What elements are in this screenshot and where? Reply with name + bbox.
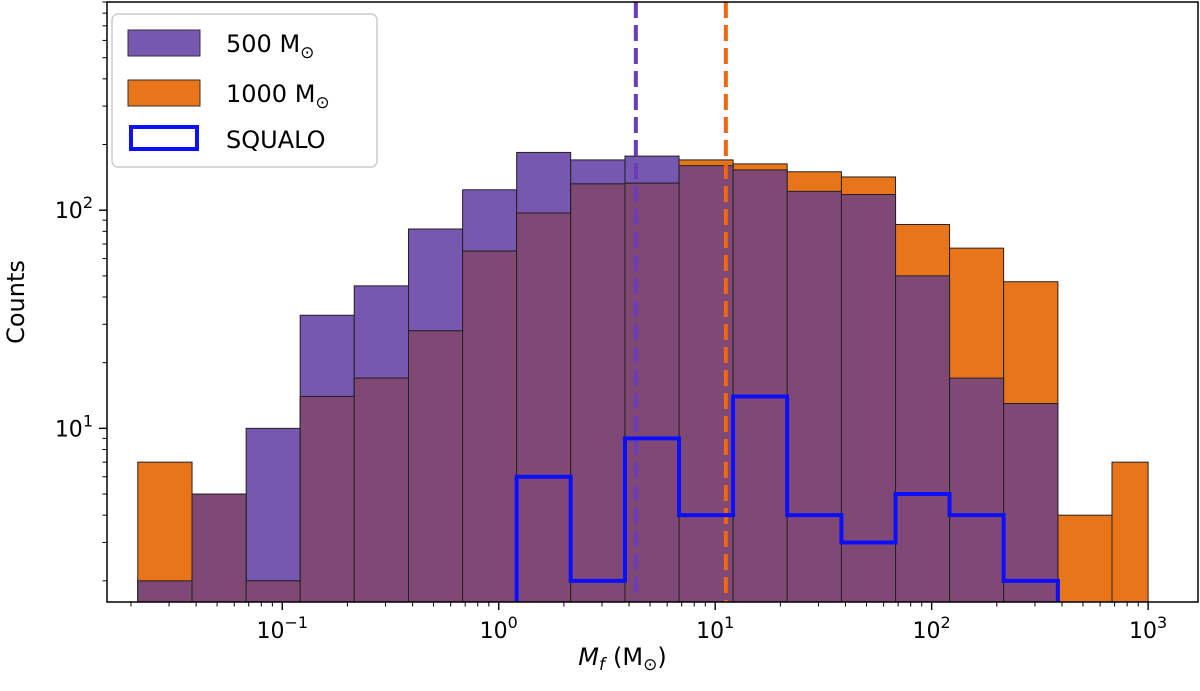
bar-overlap-13 <box>840 194 897 603</box>
bar-1000-18 <box>1111 461 1149 603</box>
x-tick-label-1: 100 <box>480 613 518 644</box>
bar-1000-17 <box>1057 514 1113 603</box>
reference-lines <box>633 2 728 602</box>
overlap-bars <box>137 165 1059 603</box>
x-tick-label-3: 102 <box>913 613 951 644</box>
plot-frame <box>106 1 1199 603</box>
squalo-step-line <box>514 394 1060 602</box>
y-tick-label-1: 102 <box>55 193 93 224</box>
bar-overlap-7 <box>516 212 572 603</box>
bar-overlap-6 <box>462 250 518 603</box>
bar-overlap-4 <box>353 377 410 603</box>
legend-label-1000: 1000 M⊙ <box>226 80 330 113</box>
legend-swatch-squalo <box>129 125 199 151</box>
x-tick-label-2: 101 <box>696 613 734 644</box>
bar-overlap-3 <box>299 395 355 603</box>
legend-swatch-500 <box>127 29 201 57</box>
legend-label-squalo: SQUALO <box>226 126 326 154</box>
y-axis-label: Counts <box>2 260 30 344</box>
y-tick-label-0: 101 <box>55 411 93 442</box>
x-tick-label-4: 103 <box>1129 613 1167 644</box>
bar-overlap-5 <box>408 330 464 603</box>
bar-overlap-15 <box>949 377 1005 603</box>
sun-symbol: ⊙ <box>643 655 657 675</box>
bar-1000-0 <box>137 461 193 603</box>
bar-500-2 <box>245 427 301 603</box>
bar-overlap-12 <box>786 190 842 603</box>
x-axis-label: Mf (M⊙) <box>578 643 666 675</box>
bar-overlap-9 <box>624 182 680 603</box>
bar-overlap-11 <box>732 169 788 603</box>
bar-overlap-16 <box>1003 403 1059 603</box>
y-axis-ticks: 101 102 <box>55 1 107 582</box>
bar-overlap-0 <box>137 580 193 603</box>
legend: 500 M⊙ 1000 M⊙ SQUALO <box>111 13 378 168</box>
x-axis-ticks: 10−1 100 101 102 103 <box>130 602 1167 644</box>
legend-swatch-1000 <box>127 79 201 107</box>
bar-overlap-1 <box>191 493 247 603</box>
bar-overlap-14 <box>895 275 951 603</box>
x-tick-label-0: 10−1 <box>256 613 308 644</box>
legend-label-500: 500 M⊙ <box>226 30 314 63</box>
bar-overlap-2 <box>245 580 301 603</box>
bar-overlap-8 <box>570 183 626 603</box>
